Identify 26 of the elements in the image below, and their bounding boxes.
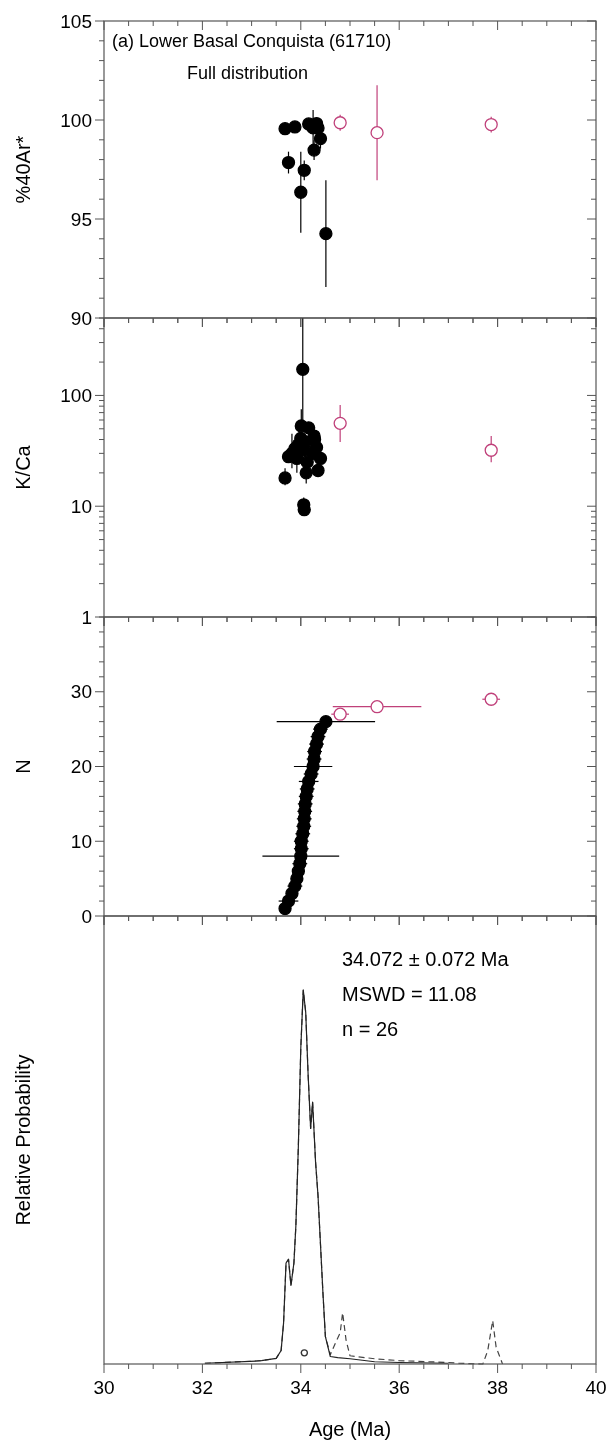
y-axis-title: K/Ca: [12, 444, 34, 490]
text: Full distribution: [187, 63, 309, 83]
x-tick-label: 32: [191, 1377, 213, 1398]
x-tick-label: 38: [487, 1377, 509, 1398]
y-tick-label: 90: [70, 307, 92, 329]
y-tick-label: 1: [81, 606, 92, 628]
x-tick-label: 40: [585, 1377, 607, 1398]
x-tick-label: 34: [290, 1377, 312, 1398]
y-tick-label: 20: [70, 756, 92, 778]
y-axis-title: N: [12, 759, 34, 774]
y-tick-label: 10: [70, 495, 92, 517]
y-tick-label: 100: [60, 109, 92, 131]
text: 34.072 ± 0.072 Ma: [342, 948, 510, 970]
y-tick-label: 0: [81, 905, 92, 927]
y-axis-title: %40Ar*: [12, 135, 34, 204]
y-axis-title: Relative Probability: [12, 1054, 34, 1226]
y-tick-label: 100: [60, 385, 92, 407]
annotation: n = 26: [342, 1018, 399, 1040]
x-axis-title: Age (Ma): [308, 1418, 392, 1440]
annotation: MSWD = 11.08: [342, 983, 477, 1005]
y-tick-label: 10: [70, 830, 92, 852]
y-tick-label: 95: [70, 208, 92, 230]
x-tick-label: 36: [388, 1377, 410, 1398]
y-tick-label: 105: [60, 10, 92, 32]
y-tick-label: 30: [70, 681, 92, 703]
text: (a) Lower Basal Conquista (61710): [112, 31, 392, 51]
